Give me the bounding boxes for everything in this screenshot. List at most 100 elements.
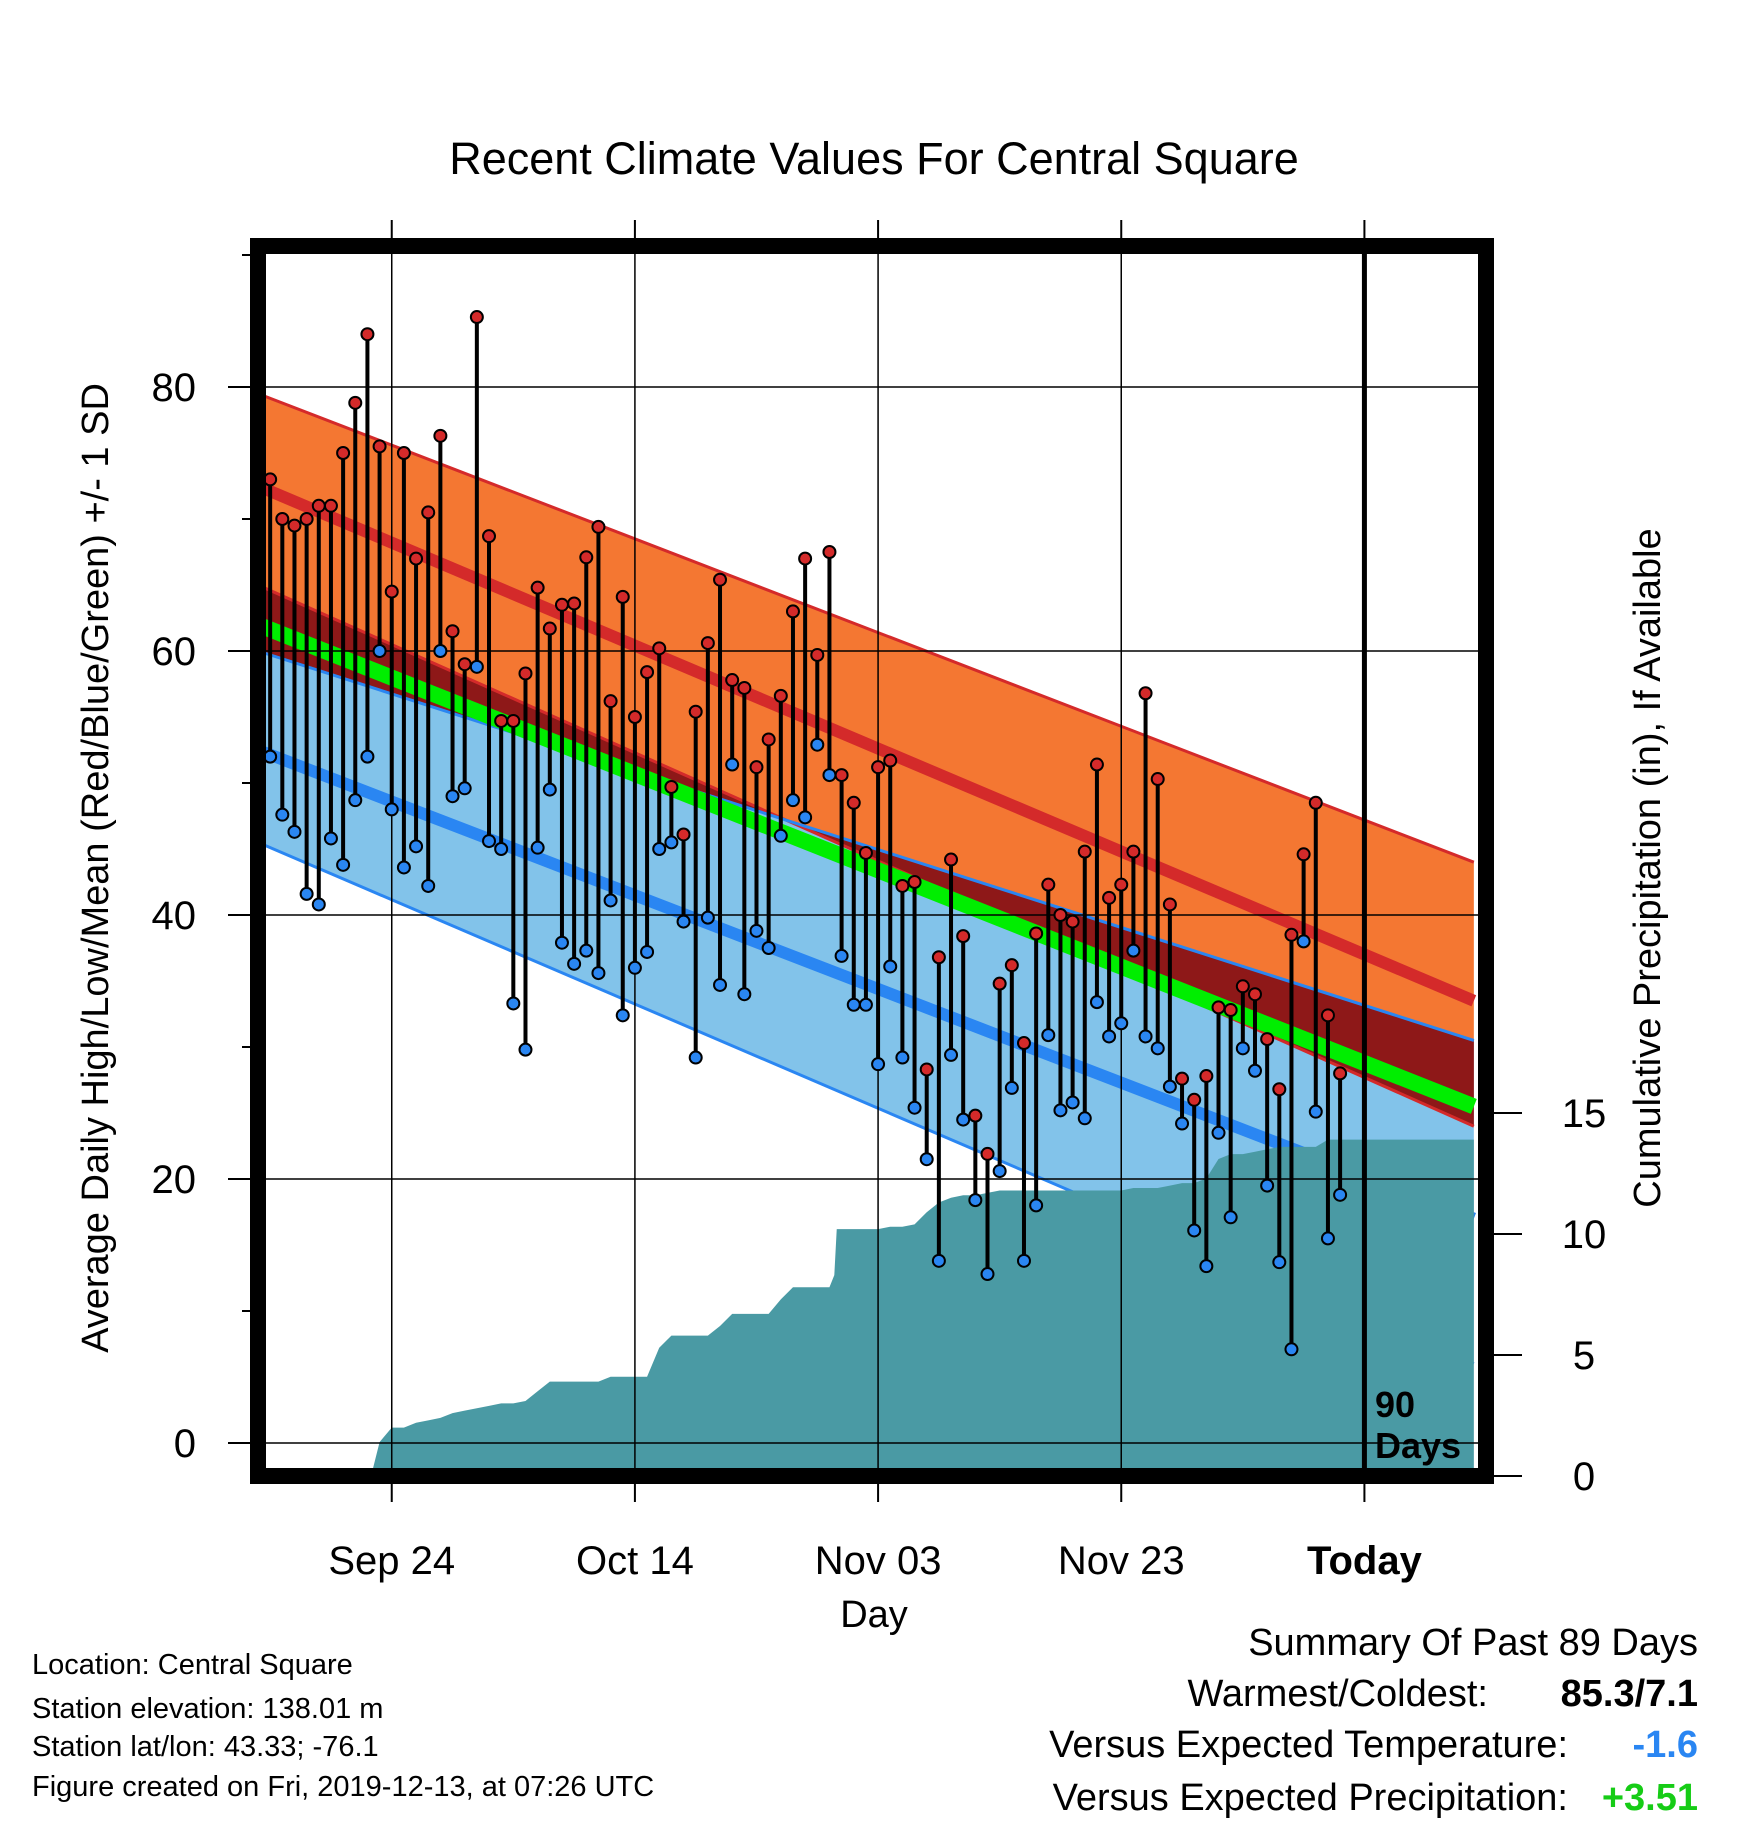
- daily-low-point: [1150, 1041, 1165, 1056]
- daily-low-point: [1272, 1255, 1287, 1270]
- summary-title: Summary Of Past 89 Days: [1248, 1622, 1698, 1664]
- daily-low-point: [1114, 1016, 1129, 1031]
- x-tick-label: Sep 24: [328, 1539, 455, 1583]
- daily-high-point: [713, 572, 728, 587]
- daily-high-point: [1089, 757, 1104, 772]
- daily-low-point: [907, 1100, 922, 1115]
- daily-high-point: [1260, 1032, 1275, 1047]
- daily-high-point: [1308, 795, 1323, 810]
- daily-high-point: [348, 395, 363, 410]
- daily-high-point: [591, 519, 606, 534]
- daily-low-point: [713, 977, 728, 992]
- daily-low-point: [494, 842, 509, 856]
- daily-high-point: [798, 551, 813, 566]
- daily-high-point: [944, 852, 959, 867]
- chart-title: Recent Climate Values For Central Square: [449, 133, 1299, 184]
- daily-high-point: [834, 768, 849, 783]
- daily-low-point: [299, 886, 314, 901]
- location-text: Location: Central Square: [32, 1649, 353, 1681]
- y2-tick-label: 10: [1562, 1213, 1607, 1257]
- daily-high-point: [384, 584, 399, 599]
- daily-high-point: [676, 827, 691, 842]
- y2-axis-label: Cumulative Precipitation (in), If Availa…: [1627, 528, 1669, 1207]
- today-annotation-days: Days: [1375, 1425, 1461, 1466]
- daily-low-point: [968, 1193, 983, 1208]
- low-upper-line: [257, 649, 1475, 1042]
- daily-high-point: [433, 428, 448, 443]
- daily-high-point: [1247, 987, 1262, 1002]
- daily-low-point: [457, 781, 472, 796]
- daily-high-point: [396, 446, 411, 460]
- daily-low-point: [1247, 1063, 1262, 1078]
- daily-low-point: [323, 831, 338, 846]
- daily-high-point: [554, 597, 569, 612]
- daily-low-point: [311, 897, 326, 912]
- daily-low-point: [506, 996, 521, 1011]
- daily-low-point: [275, 807, 290, 822]
- daily-high-point: [992, 976, 1007, 991]
- daily-low-point: [761, 941, 776, 955]
- daily-low-point: [360, 749, 375, 764]
- daily-high-point: [931, 950, 946, 965]
- daily-low-point: [554, 935, 569, 950]
- daily-high-point: [311, 498, 326, 513]
- daily-low-point: [579, 943, 594, 958]
- daily-high-point: [640, 665, 655, 680]
- daily-low-point: [530, 840, 545, 855]
- daily-high-point: [688, 704, 703, 719]
- plot-frame: [250, 238, 1494, 1484]
- axes: 0 20 40 60 80 0 5 10 15 Sep 24 Oct 14 Nov 03 Nov 23 T…: [152, 220, 1607, 1583]
- daily-high-point: [968, 1108, 983, 1123]
- daily-high-point: [980, 1146, 995, 1161]
- daily-low-point: [1053, 1103, 1068, 1118]
- daily-low-point: [664, 835, 679, 850]
- daily-low-point: [1126, 943, 1141, 958]
- daily-low-point: [567, 956, 582, 971]
- daily-high-point: [1211, 1000, 1226, 1015]
- daily-low-point: [1041, 1028, 1056, 1043]
- daily-low-point: [676, 914, 691, 929]
- daily-low-point: [652, 842, 667, 856]
- daily-high-point: [615, 589, 630, 604]
- daily-high-point: [1150, 772, 1165, 787]
- daily-range-bars: [263, 254, 1367, 1469]
- daily-low-point: [591, 966, 606, 981]
- daily-low-point: [822, 768, 837, 783]
- daily-high-point: [785, 604, 800, 619]
- daily-low-point: [810, 737, 825, 752]
- daily-high-point: [846, 795, 861, 810]
- daily-low-point: [785, 793, 800, 808]
- daily-high-point: [725, 673, 740, 688]
- daily-low-point: [1260, 1178, 1275, 1193]
- daily-high-point: [1077, 844, 1092, 859]
- daily-high-point: [822, 545, 837, 559]
- y2-tick-label: 0: [1573, 1455, 1595, 1499]
- daily-low-point: [1187, 1223, 1202, 1238]
- daily-low-point: [348, 793, 363, 808]
- x-tick-label: Nov 03: [815, 1539, 942, 1583]
- daily-low-point: [688, 1050, 703, 1065]
- daily-high-point: [567, 596, 582, 611]
- daily-high-point: [919, 1062, 934, 1077]
- daily-high-point: [1114, 877, 1129, 892]
- daily-low-point: [421, 878, 436, 893]
- daily-low-point: [834, 948, 849, 963]
- daily-high-point: [907, 875, 922, 889]
- daily-high-point: [883, 753, 898, 768]
- daily-high-point: [773, 688, 788, 703]
- daily-low-point: [931, 1253, 946, 1268]
- daily-low-point: [1199, 1259, 1214, 1274]
- daily-high-point: [323, 498, 338, 513]
- daily-low-point: [1162, 1079, 1177, 1094]
- daily-high-point: [1016, 1036, 1031, 1051]
- y2-tick-label: 5: [1573, 1334, 1595, 1378]
- warmest-coldest-label: Warmest/Coldest:: [1187, 1673, 1488, 1715]
- daily-high-point: [761, 732, 776, 747]
- daily-low-point: [1284, 1342, 1299, 1357]
- daily-low-point: [944, 1047, 959, 1062]
- daily-low-point: [640, 944, 655, 959]
- daily-low-point: [1065, 1095, 1080, 1110]
- daily-low-point: [518, 1042, 533, 1057]
- daily-low-point: [1077, 1111, 1092, 1126]
